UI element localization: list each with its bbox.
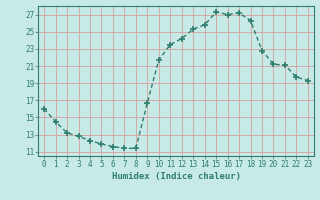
- X-axis label: Humidex (Indice chaleur): Humidex (Indice chaleur): [111, 172, 241, 181]
